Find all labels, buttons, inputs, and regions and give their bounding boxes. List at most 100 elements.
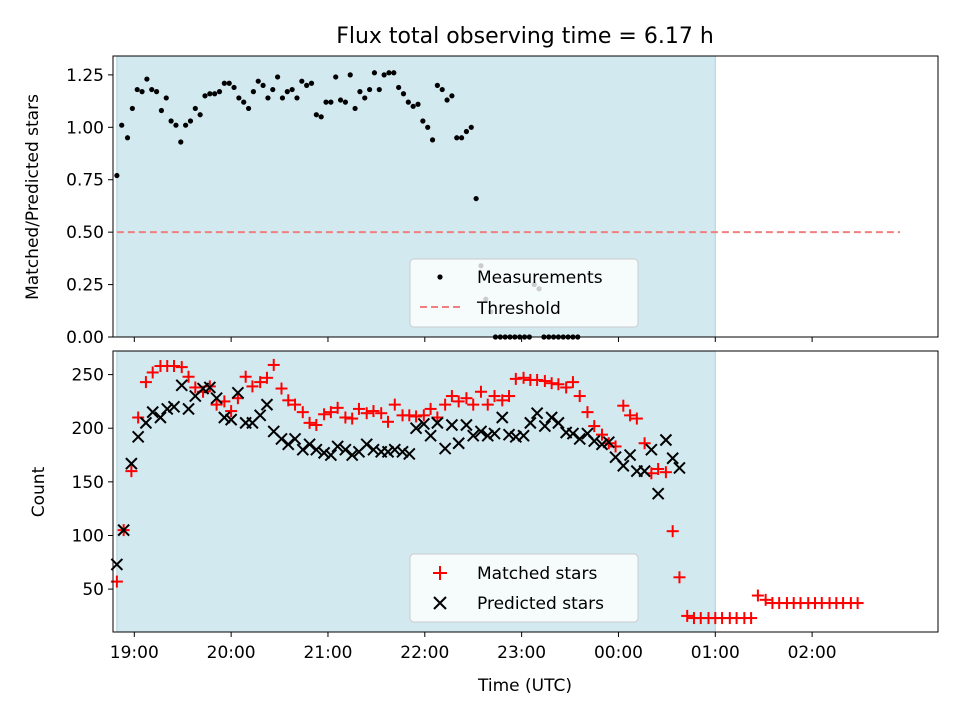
predicted-star-point xyxy=(659,433,673,447)
y-tick-label: 1.25 xyxy=(66,66,104,86)
predicted-star-point xyxy=(645,443,658,456)
measurement-point xyxy=(236,95,242,101)
x-axis-label: Time (UTC) xyxy=(477,676,572,696)
predicted-star-point xyxy=(452,437,465,450)
matched-star-point xyxy=(146,366,159,379)
measurement-point xyxy=(323,99,329,105)
measurement-point xyxy=(163,95,169,101)
predicted-star-point xyxy=(303,438,316,451)
x-tick-label: 21:00 xyxy=(303,643,352,663)
predicted-star-point xyxy=(253,409,267,422)
predicted-star-point xyxy=(282,438,295,451)
measurement-point xyxy=(250,89,257,95)
predicted-star-point xyxy=(431,416,444,430)
matched-star-point xyxy=(410,410,423,423)
matched-star-point xyxy=(630,412,643,425)
measurement-point xyxy=(183,122,189,128)
measurement-point xyxy=(376,86,382,93)
matched-star-point xyxy=(225,405,238,418)
matched-star-point xyxy=(595,428,608,441)
measurement-point xyxy=(405,99,411,105)
predicted-star-point xyxy=(588,434,601,448)
matched-star-point xyxy=(496,394,509,407)
matched-star-point xyxy=(474,385,487,398)
measurement-point xyxy=(458,135,465,141)
measurement-point xyxy=(328,99,334,105)
measurement-point xyxy=(347,72,353,78)
matched-star-point xyxy=(481,398,494,411)
predicted-star-point xyxy=(623,448,637,462)
legend-measurements-label: Measurements xyxy=(477,268,603,288)
measurement-point xyxy=(400,91,407,97)
y-tick-label: 200 xyxy=(72,419,104,439)
predicted-star-point xyxy=(460,418,473,432)
matched-star-point xyxy=(531,373,544,386)
matched-star-point xyxy=(403,409,416,422)
predicted-star-point xyxy=(210,391,223,405)
measurement-point xyxy=(357,89,363,95)
measurement-point xyxy=(168,118,174,124)
bottom-legend-box xyxy=(409,553,639,623)
legend-matched-label: Matched stars xyxy=(477,564,597,584)
measurement-point xyxy=(226,80,232,86)
predicted-star-point xyxy=(224,413,238,426)
measurement-point xyxy=(333,74,339,80)
predicted-star-point xyxy=(182,402,195,416)
matched-star-point xyxy=(851,597,864,610)
measurement-point xyxy=(279,95,286,101)
predicted-star-point xyxy=(381,445,395,459)
predicted-star-point xyxy=(360,438,373,451)
predicted-star-point xyxy=(403,447,416,461)
matched-star-point xyxy=(375,407,388,420)
measurement-point xyxy=(352,105,358,112)
predicted-star-point xyxy=(445,418,459,432)
measurement-point xyxy=(386,70,392,76)
y-tick-label: 0.00 xyxy=(66,328,104,348)
bottom-y-axis-label: Count xyxy=(29,466,49,517)
predicted-star-point xyxy=(566,427,580,440)
matched-star-point xyxy=(132,411,145,424)
measurement-point xyxy=(260,82,266,88)
matched-star-point xyxy=(673,571,686,584)
matched-star-point xyxy=(659,466,672,479)
top-axes-frame xyxy=(112,55,939,338)
predicted-star-point xyxy=(409,422,423,435)
measurement-point xyxy=(396,84,402,91)
measurement-point xyxy=(139,89,145,95)
predicted-star-point xyxy=(175,379,188,392)
matched-star-point xyxy=(460,392,473,405)
measurement-point xyxy=(178,139,184,145)
predicted-star-point xyxy=(388,443,401,456)
chart-title: Flux total observing time = 6.17 h xyxy=(336,24,714,49)
matched-star-point xyxy=(331,401,344,414)
predicted-star-point xyxy=(517,429,530,442)
matched-star-point xyxy=(566,376,579,389)
predicted-star-point xyxy=(275,432,288,446)
matched-star-point xyxy=(339,411,352,424)
measurement-point xyxy=(255,78,261,84)
matched-star-point xyxy=(189,381,202,394)
measurement-point xyxy=(308,80,315,86)
matched-star-point xyxy=(388,398,401,411)
matched-star-point xyxy=(239,370,252,383)
measurement-point xyxy=(158,107,165,114)
predicted-star-point xyxy=(131,430,145,444)
measurement-point xyxy=(265,95,271,101)
matched-star-point xyxy=(282,394,295,407)
measurement-point xyxy=(144,76,150,82)
x-tick-label: 02:00 xyxy=(788,643,837,663)
matched-star-point xyxy=(254,376,267,389)
x-tick-label: 01:00 xyxy=(691,643,740,663)
predicted-star-point xyxy=(288,432,302,446)
matched-star-point xyxy=(424,402,437,415)
matched-star-point xyxy=(638,437,651,450)
top-y-axis-ticks: 0.00 0.25 0.50 0.75 1.00 1.25 xyxy=(66,66,113,348)
matched-star-point xyxy=(624,409,637,422)
predicted-star-point xyxy=(231,386,245,400)
predicted-star-point xyxy=(488,427,501,440)
matched-star-point xyxy=(538,375,551,388)
measurement-point xyxy=(473,195,479,202)
predicted-star-point xyxy=(496,411,509,424)
measurement-point xyxy=(197,112,203,118)
predicted-star-point xyxy=(638,464,651,478)
